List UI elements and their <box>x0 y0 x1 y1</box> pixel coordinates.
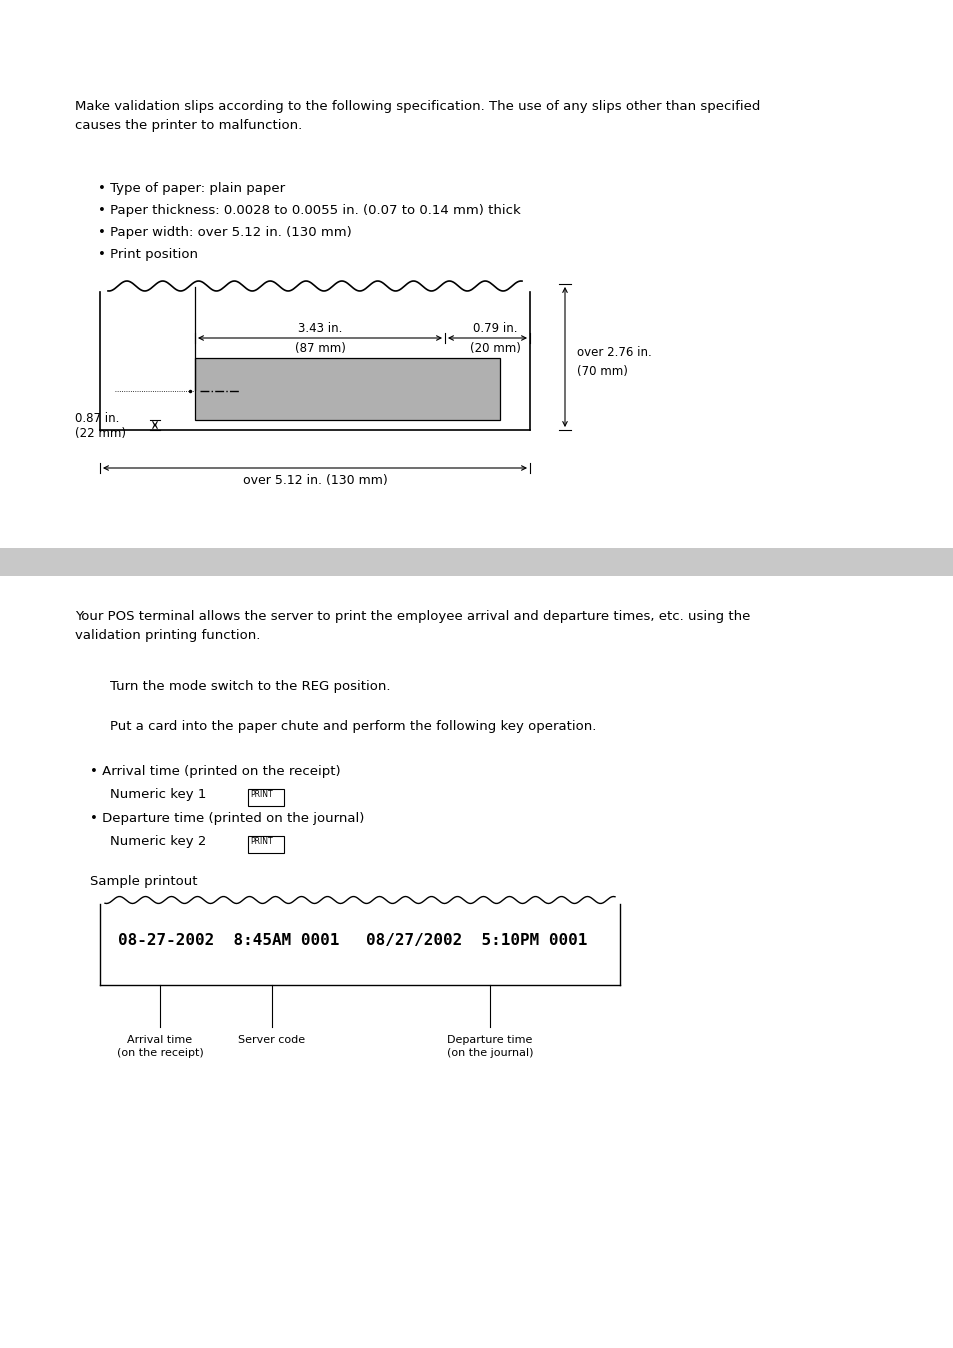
Text: (20 mm): (20 mm) <box>470 342 520 355</box>
Text: PRINT: PRINT <box>250 837 273 847</box>
Text: (22 mm): (22 mm) <box>75 427 126 441</box>
Text: • Paper thickness: 0.0028 to 0.0055 in. (0.07 to 0.14 mm) thick: • Paper thickness: 0.0028 to 0.0055 in. … <box>98 204 520 217</box>
Text: Arrival time
(on the receipt): Arrival time (on the receipt) <box>116 1035 203 1058</box>
Text: over 5.12 in. (130 mm): over 5.12 in. (130 mm) <box>242 474 387 487</box>
Text: • Print position: • Print position <box>98 248 198 262</box>
Text: Server code: Server code <box>238 1035 305 1045</box>
Text: Put a card into the paper chute and perform the following key operation.: Put a card into the paper chute and perf… <box>110 720 596 733</box>
Bar <box>248 836 284 853</box>
Text: 0.87 in.: 0.87 in. <box>75 411 119 425</box>
Text: PRINT: PRINT <box>250 790 273 799</box>
Text: Numeric key 2: Numeric key 2 <box>110 834 206 848</box>
Text: over 2.76 in.: over 2.76 in. <box>577 346 651 360</box>
Text: Departure time
(on the journal): Departure time (on the journal) <box>446 1035 533 1058</box>
Text: Make validation slips according to the following specification. The use of any s: Make validation slips according to the f… <box>75 100 760 132</box>
Text: 08-27-2002  8:45AM 0001: 08-27-2002 8:45AM 0001 <box>118 933 339 948</box>
Text: 08/27/2002  5:10PM 0001: 08/27/2002 5:10PM 0001 <box>366 933 587 948</box>
Text: Numeric key 1: Numeric key 1 <box>110 789 206 801</box>
Text: • Type of paper: plain paper: • Type of paper: plain paper <box>98 182 285 195</box>
Text: (87 mm): (87 mm) <box>294 342 345 355</box>
Text: • Arrival time (printed on the receipt): • Arrival time (printed on the receipt) <box>90 766 340 778</box>
Text: 0.79 in.: 0.79 in. <box>473 322 517 336</box>
Bar <box>194 359 499 421</box>
Bar <box>248 789 284 806</box>
Text: Sample printout: Sample printout <box>90 875 197 888</box>
Text: • Paper width: over 5.12 in. (130 mm): • Paper width: over 5.12 in. (130 mm) <box>98 226 352 239</box>
Text: (70 mm): (70 mm) <box>577 364 627 377</box>
Text: Turn the mode switch to the REG position.: Turn the mode switch to the REG position… <box>110 679 390 693</box>
Text: Your POS terminal allows the server to print the employee arrival and departure : Your POS terminal allows the server to p… <box>75 611 750 642</box>
Text: 3.43 in.: 3.43 in. <box>297 322 342 336</box>
Bar <box>0 549 953 576</box>
Text: • Departure time (printed on the journal): • Departure time (printed on the journal… <box>90 811 364 825</box>
